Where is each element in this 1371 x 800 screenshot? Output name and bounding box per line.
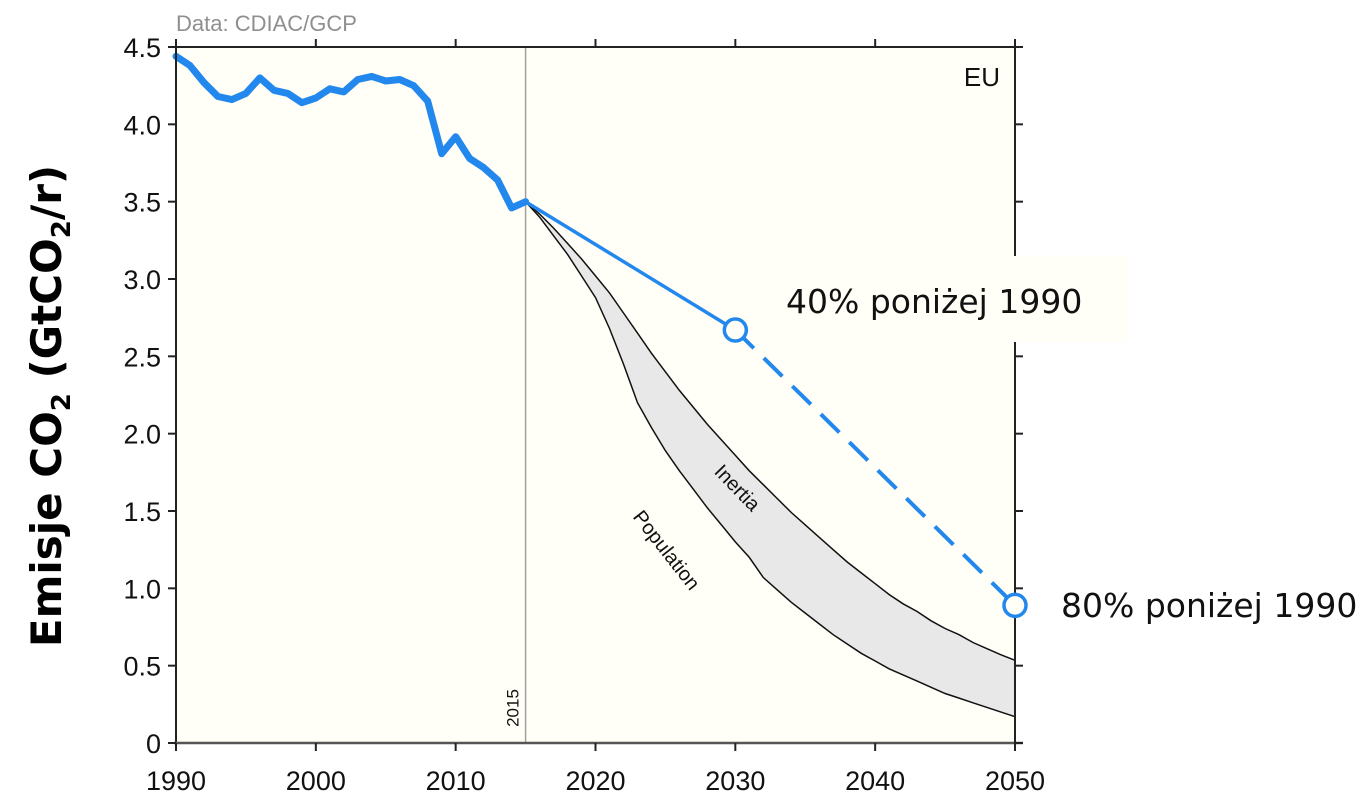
y-axis-title: Emisje CO2 (GtCO2/r) [22,165,77,647]
historical-emissions-line [172,52,530,212]
x-tick-label: 2050 [985,766,1045,796]
target-2050-marker [1002,592,1028,619]
target-2030-path [524,200,737,332]
y-tick-label: 2.5 [123,342,161,372]
data-source-note: Data: CDIAC/GCP [176,11,357,36]
scenario-band [525,201,1015,717]
target-2030-label-box [760,256,1127,342]
x-tick-label: 2010 [426,766,486,796]
y-tick-label: 1.0 [123,574,161,604]
x-tick-label: 2020 [565,766,625,796]
y-tick-label: 1.5 [123,497,161,527]
y-tick-label: 0 [146,729,161,759]
y-tick-label: 2.0 [123,420,161,450]
y-axis-title-part: (GtCO [22,238,71,393]
y-tick-label: 0.5 [123,652,161,682]
y-axis-title-subscript: 2 [47,220,77,238]
y-tick-label: 4.0 [123,110,161,140]
target-2050-path [733,328,1017,607]
x-tick-label: 2040 [845,766,905,796]
y-axis-title-part: Emisje CO [22,411,71,647]
y-tick-label: 4.5 [123,33,161,63]
axes: 1990 2000 2010 2020 2030 2040 2050 0 0.5 1.0 1.5 2.… [123,33,1045,796]
target-2030-marker [722,317,749,343]
target-2030-label: 40% poniżej 1990 [786,282,1082,321]
y-tick-label: 3.0 [123,265,161,295]
y-tick-label: 3.5 [123,188,161,218]
year-2015-marker-label: 2015 [504,689,523,727]
x-tick-label: 1990 [146,766,206,796]
y-axis-title-part: /r) [22,165,71,220]
region-label: EU [964,62,1000,92]
x-tick-label: 2030 [705,766,765,796]
x-tick-label: 2000 [286,766,346,796]
target-2050-label: 80% poniżej 1990 [1061,586,1357,625]
y-axis-title-subscript: 2 [47,393,77,411]
population-curve [525,201,1016,718]
inertia-curve [525,201,1016,661]
